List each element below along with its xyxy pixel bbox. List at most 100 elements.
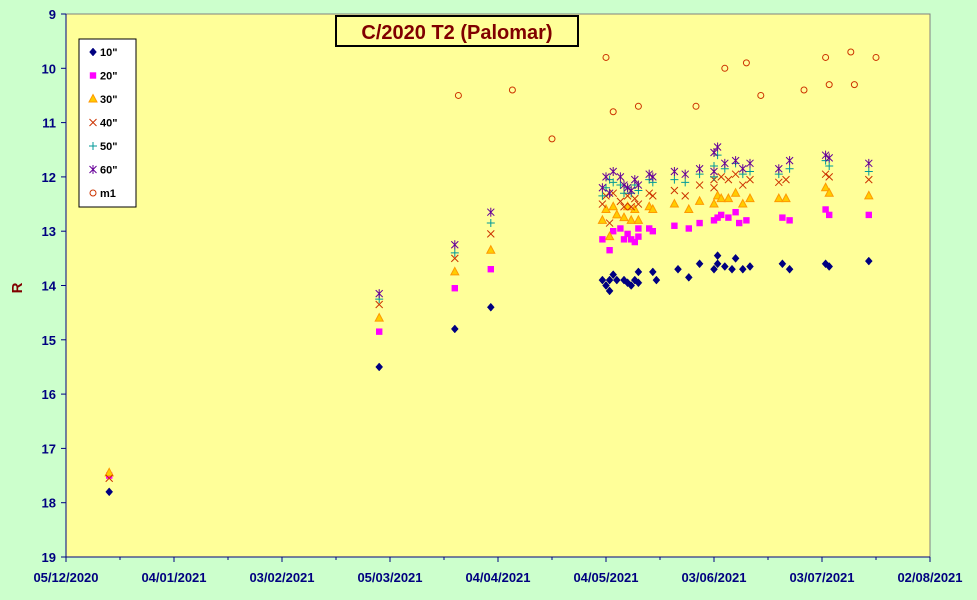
data-point: [605, 286, 614, 296]
series-7: [454, 48, 880, 143]
data-point: [785, 156, 794, 166]
data-point: [746, 167, 754, 176]
data-point: [738, 181, 747, 189]
data-point: [617, 225, 624, 232]
x-tick-label: 04/04/2021: [465, 570, 530, 585]
chart-title-box: C/2020 T2 (Palomar): [335, 15, 579, 47]
data-point: [847, 48, 855, 56]
data-point: [742, 59, 750, 67]
data-point: [785, 264, 794, 274]
data-point: [774, 164, 783, 174]
data-point: [375, 300, 384, 309]
data-point: [486, 302, 495, 312]
data-point: [619, 212, 629, 222]
data-point: [757, 91, 765, 99]
data-point: [746, 175, 754, 184]
data-point: [624, 230, 631, 238]
legend-items: 10" 20" 30" 40" 50" 60" m1: [88, 47, 117, 200]
data-point: [674, 264, 682, 274]
data-point: [713, 151, 722, 160]
data-point: [647, 203, 658, 213]
data-point: [649, 228, 656, 235]
legend-box: [78, 38, 137, 208]
data-point: [616, 181, 625, 190]
plot-area: [65, 13, 931, 558]
data-point: [746, 158, 754, 168]
data-point: [685, 225, 692, 232]
data-point: [450, 254, 459, 263]
data-point: [599, 236, 606, 243]
data-point: [710, 183, 718, 192]
data-point: [634, 102, 642, 110]
legend: 10" 20" 30" 40" 50" 60" m1: [78, 38, 137, 208]
data-point: [721, 64, 729, 72]
data-point: [598, 183, 607, 193]
x-tick-label: 05/12/2020: [33, 570, 98, 585]
axes: 9 10 11 12 13 14 15 16 17 18 19 05/12/2020 04/01/202…: [33, 7, 962, 585]
y-tick-label: 13: [42, 224, 56, 239]
data-point: [710, 217, 718, 224]
data-point: [684, 272, 693, 282]
data-point: [634, 278, 643, 288]
x-tick-label: 04/05/2021: [573, 570, 638, 585]
legend-label: 50": [100, 141, 117, 153]
data-point: [709, 198, 719, 208]
data-point: [105, 487, 114, 497]
data-point: [710, 166, 718, 176]
data-point: [652, 275, 661, 285]
data-point: [671, 222, 678, 229]
data-point: [616, 172, 625, 182]
legend-marker: [89, 142, 97, 150]
data-point: [609, 166, 618, 176]
data-point: [713, 251, 722, 261]
data-point: [683, 203, 694, 213]
data-point: [104, 467, 115, 477]
data-point: [696, 219, 703, 227]
data-point: [646, 225, 653, 232]
data-point: [376, 328, 383, 335]
y-tick-label: 14: [42, 279, 57, 294]
data-point: [620, 202, 628, 211]
data-point: [681, 169, 690, 179]
data-point: [669, 198, 680, 208]
legend-marker: [89, 72, 97, 79]
legend-marker: [88, 93, 98, 103]
data-point: [598, 200, 607, 208]
data-point: [782, 175, 790, 184]
data-point: [681, 178, 690, 187]
data-point: [864, 158, 873, 168]
data-point: [375, 289, 384, 299]
data-point: [645, 169, 654, 179]
data-point: [781, 193, 791, 203]
data-point: [548, 135, 556, 143]
data-point: [602, 53, 610, 61]
data-point: [731, 253, 740, 263]
data-point: [821, 150, 830, 160]
data-point: [598, 191, 607, 200]
data-point: [486, 219, 495, 228]
y-tick-label: 18: [42, 496, 56, 511]
data-point: [620, 180, 628, 190]
data-point: [728, 264, 736, 274]
data-point: [821, 170, 830, 179]
data-point: [694, 195, 705, 205]
data-point: [645, 189, 654, 198]
y-tick-label: 9: [49, 7, 56, 22]
y-tick-label: 10: [42, 61, 56, 76]
y-tick-label: 12: [42, 170, 56, 185]
data-point: [605, 275, 614, 285]
data-point: [485, 244, 496, 254]
legend-label: 60": [100, 165, 117, 177]
data-point: [648, 267, 657, 277]
data-point: [826, 211, 833, 219]
data-point: [508, 86, 516, 94]
data-point: [597, 214, 608, 224]
data-point: [609, 189, 618, 198]
data-point: [634, 267, 643, 277]
series-3: [104, 182, 874, 477]
legend-marker: [89, 165, 97, 174]
data-point: [670, 186, 679, 195]
data-point: [717, 173, 726, 181]
data-point: [695, 181, 704, 189]
